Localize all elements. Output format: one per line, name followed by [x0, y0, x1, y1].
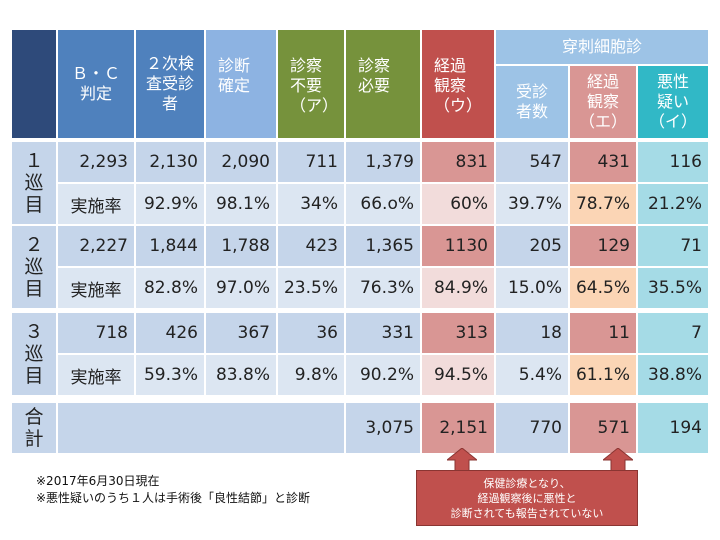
count-cell: 129: [570, 226, 636, 266]
count-cell: 11: [570, 313, 636, 353]
rate-cell: 78.7%: [570, 184, 636, 224]
count-cell: 36: [278, 313, 344, 353]
rate-cell: 60%: [422, 184, 494, 224]
count-cell: 331: [346, 313, 420, 353]
up-arrow-icon: [603, 448, 633, 472]
up-arrow-icon: [447, 448, 477, 472]
header-niji: ２次検 査受診 者: [136, 30, 204, 138]
rate-cell: 23.5%: [278, 268, 344, 308]
count-cell: 1,844: [136, 226, 204, 266]
row-label-cycle: ２ 巡 目: [12, 226, 56, 308]
rate-cell: 64.5%: [570, 268, 636, 308]
rate-cell: 83.8%: [206, 355, 276, 395]
total-cell: 2,151: [422, 403, 494, 453]
rate-cell: 38.8%: [638, 355, 708, 395]
count-cell: 205: [496, 226, 568, 266]
count-cell: 367: [206, 313, 276, 353]
total-cell: 571: [570, 403, 636, 453]
count-cell: 313: [422, 313, 494, 353]
row-label-total: 合 計: [12, 403, 56, 453]
note-benign: ※悪性疑いのうち１人は手術後「良性結節」と診断: [36, 491, 311, 505]
header-senshi-group: 穿刺細胞診: [496, 30, 708, 64]
rate-cell: 35.5%: [638, 268, 708, 308]
rate-cell: 59.3%: [136, 355, 204, 395]
count-cell: 116: [638, 142, 708, 182]
count-cell: 2,293: [58, 142, 134, 182]
row-label-cycle: １ 巡 目: [12, 142, 56, 224]
rate-cell: 39.7%: [496, 184, 568, 224]
rate-cell: 61.1%: [570, 355, 636, 395]
rate-cell: 21.2%: [638, 184, 708, 224]
rate-cell: 66.o%: [346, 184, 420, 224]
rate-cell: 5.4%: [496, 355, 568, 395]
count-cell: 718: [58, 313, 134, 353]
count-cell: 423: [278, 226, 344, 266]
count-cell: 71: [638, 226, 708, 266]
total-cell: 3,075: [346, 403, 420, 453]
count-cell: 2,090: [206, 142, 276, 182]
count-cell: 426: [136, 313, 204, 353]
count-cell: 831: [422, 142, 494, 182]
count-cell: 2,227: [58, 226, 134, 266]
rate-label: 実施率: [58, 355, 134, 395]
total-cell: 194: [638, 403, 708, 453]
header-corner: [12, 30, 56, 138]
rate-cell: 9.8%: [278, 355, 344, 395]
count-cell: 547: [496, 142, 568, 182]
header-hitsuyou: 診察 必要: [346, 30, 420, 138]
header-jushin: 受診 者数: [496, 66, 568, 138]
count-cell: 2,130: [136, 142, 204, 182]
count-cell: 1,379: [346, 142, 420, 182]
rate-cell: 84.9%: [422, 268, 494, 308]
header-bc: Ｂ・Ｃ 判定: [58, 30, 134, 138]
insurance-callout: 保健診療となり、 経過観察後に悪性と 診断されても報告されていない: [416, 470, 638, 526]
rate-cell: 90.2%: [346, 355, 420, 395]
rate-cell: 34%: [278, 184, 344, 224]
callout-line: 経過観察後に悪性と: [477, 491, 577, 505]
rate-cell: 82.8%: [136, 268, 204, 308]
rate-label: 実施率: [58, 268, 134, 308]
header-keika-e: 経過 観察 （エ）: [570, 66, 636, 138]
callout-line: 保健診療となり、: [483, 476, 571, 490]
header-akusei: 悪性 疑い （イ）: [638, 66, 708, 138]
count-cell: 431: [570, 142, 636, 182]
header-keika-u: 経過 観察 （ウ）: [422, 30, 494, 138]
rate-cell: 76.3%: [346, 268, 420, 308]
count-cell: 1130: [422, 226, 494, 266]
total-cell: 770: [496, 403, 568, 453]
rate-cell: 98.1%: [206, 184, 276, 224]
count-cell: 1,365: [346, 226, 420, 266]
count-cell: 7: [638, 313, 708, 353]
row-label-cycle: ３ 巡 目: [12, 313, 56, 395]
count-cell: 711: [278, 142, 344, 182]
callout-line: 診断されても報告されていない: [450, 506, 604, 520]
note-date: ※2017年6月30日現在: [36, 474, 160, 488]
count-cell: 1,788: [206, 226, 276, 266]
rate-label: 実施率: [58, 184, 134, 224]
count-cell: 18: [496, 313, 568, 353]
rate-cell: 97.0%: [206, 268, 276, 308]
rate-cell: 94.5%: [422, 355, 494, 395]
rate-cell: 15.0%: [496, 268, 568, 308]
rate-cell: 92.9%: [136, 184, 204, 224]
header-shindan: 診断 確定: [206, 30, 276, 138]
total-empty-cell: [58, 403, 344, 453]
header-fuyou: 診察 不要 （ア）: [278, 30, 344, 138]
